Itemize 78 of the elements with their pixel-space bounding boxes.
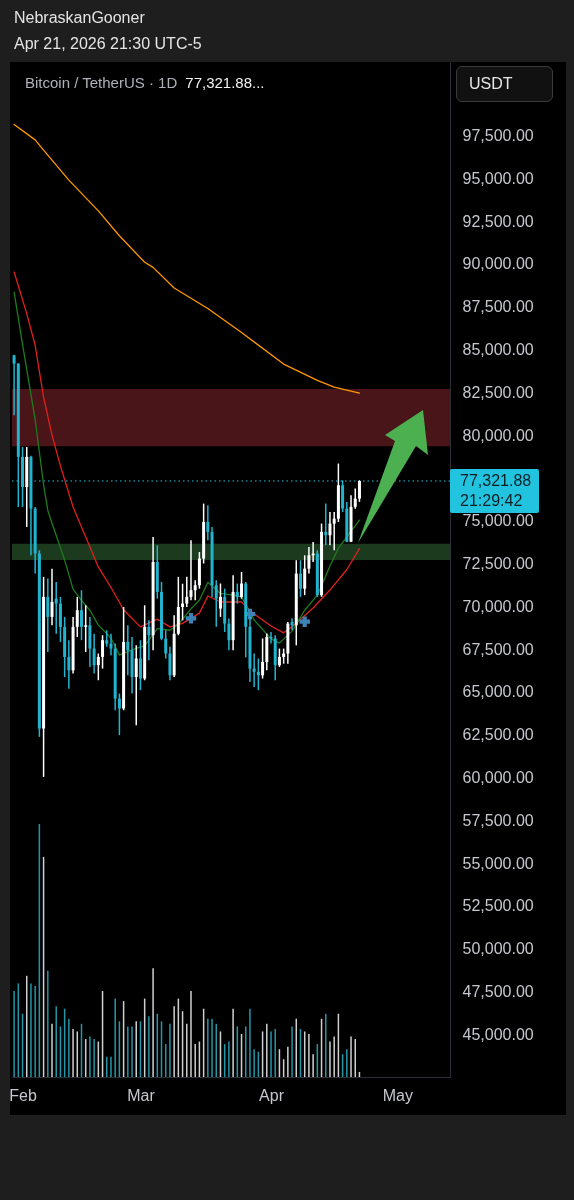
text: NebraskanGooner [14,8,145,28]
y-tick-label: 45,000.00 [462,1025,534,1043]
candlestick [206,504,210,541]
candlestick [101,634,105,670]
candlestick [147,619,151,661]
y-tick-label: 85,000.00 [462,341,534,359]
candlestick [109,632,113,656]
y-tick-label: 67,500.00 [462,640,534,658]
candlestick [328,511,332,546]
candlestick [214,579,218,628]
text: Apr 21, 2026 21:30 UTC-5 [14,34,202,54]
candlestick [277,647,281,668]
candlestick [92,632,96,675]
text: Bitcoin / TetherUS · 1D [25,74,178,91]
candlestick [303,554,307,596]
candlestick [46,577,50,653]
candlestick [307,546,311,575]
candlestick [240,571,244,600]
candlestick [88,616,92,668]
candlestick [84,604,88,653]
candlestick [58,596,62,643]
y-tick-label: 50,000.00 [462,940,534,958]
candlestick [218,582,222,618]
candlestick [79,589,83,641]
annotation: 77,321.88... [185,74,265,91]
candlestick [181,582,185,622]
y-tick-label: 47,500.00 [462,982,534,1000]
candlestick [341,479,345,513]
candlestick [134,644,138,727]
candlestick [298,559,302,598]
y-tick-label: 70,000.00 [462,597,534,615]
candlestick [332,511,336,552]
y-tick-label: 57,500.00 [462,811,534,829]
x-tick-label: May [382,1086,413,1104]
y-tick-label: 75,000.00 [462,512,534,530]
candlestick [105,629,109,648]
candlestick [252,652,256,688]
candlestick [193,579,197,602]
x-tick-label: Mar [127,1086,156,1104]
candlestick [12,353,16,417]
y-tick-label: 87,500.00 [462,298,534,316]
candlestick [54,581,58,635]
y-tick-label: 72,500.00 [462,555,534,573]
y-tick-label: 62,500.00 [462,726,534,744]
y-tick-label: 92,500.00 [462,212,534,230]
y-tick-label: 60,000.00 [462,768,534,786]
y-tick-label: 80,000.00 [462,426,534,444]
y-tick-label: 55,000.00 [462,854,534,872]
candlestick [324,502,328,546]
y-tick-label: 97,500.00 [462,127,534,145]
y-tick-label: 65,000.00 [462,683,534,701]
candlestick [185,576,189,608]
line-series [13,123,361,394]
candlestick [75,596,79,638]
candlestick [138,639,142,691]
y-axis-title: USDT [456,66,553,102]
x-tick-label: Feb [9,1086,37,1104]
y-tick-label: 52,500.00 [462,897,534,915]
candlestick [290,617,294,632]
candlestick [357,479,361,503]
candlestick [164,629,168,660]
y-tick-label: 82,500.00 [462,383,534,401]
candlestick [227,617,231,652]
candlestick [261,637,265,680]
x-tick-label: Apr [259,1086,285,1104]
candlestick [117,692,121,736]
candlestick [50,567,54,627]
candlestick [168,646,172,681]
y-tick-label: 90,000.00 [462,255,534,273]
y-tick-label: 95,000.00 [462,169,534,187]
candlestick [96,652,100,681]
text: 21:29:42 [460,490,524,511]
ref-line-label: 77,321.88 [460,470,532,491]
candlestick [256,657,260,691]
candlestick [126,624,130,677]
candlestick [160,581,164,641]
candlestick [235,582,239,605]
candlestick [67,639,71,690]
